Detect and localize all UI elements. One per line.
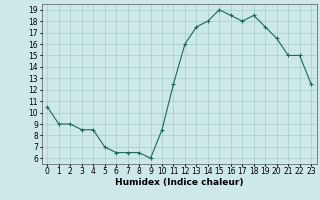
X-axis label: Humidex (Indice chaleur): Humidex (Indice chaleur) [115, 178, 244, 187]
